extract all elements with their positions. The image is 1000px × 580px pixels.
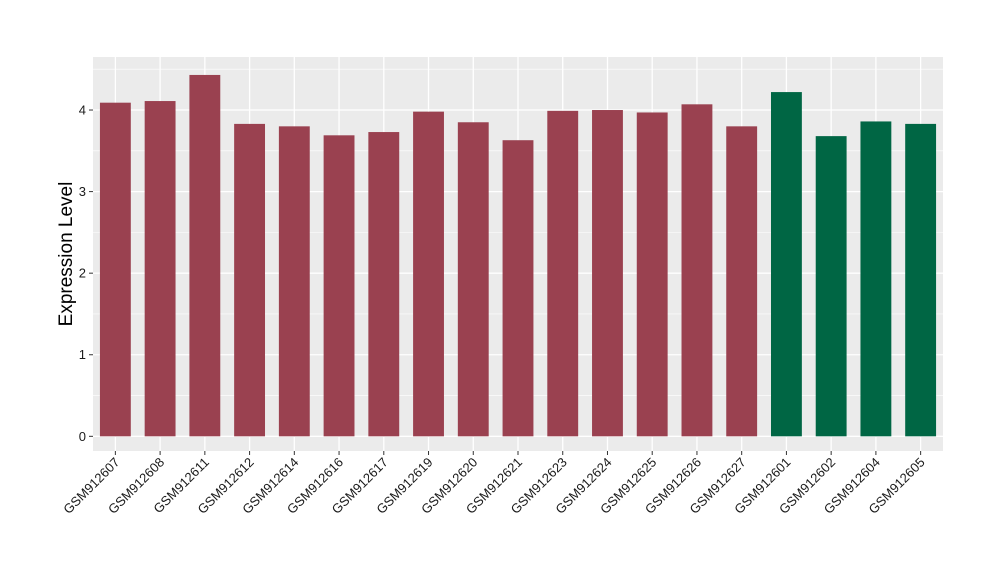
bar bbox=[905, 123, 937, 437]
bar bbox=[144, 101, 176, 437]
bar bbox=[502, 140, 534, 437]
y-tick-label: 4 bbox=[79, 103, 86, 118]
bar bbox=[323, 135, 355, 437]
bar bbox=[592, 110, 623, 437]
y-axis-ticks: 0 1 2 3 4 bbox=[79, 103, 93, 444]
bar bbox=[99, 102, 131, 437]
y-tick-label: 2 bbox=[79, 266, 86, 281]
y-tick-label: 3 bbox=[79, 184, 86, 199]
y-tick-label: 0 bbox=[79, 429, 86, 444]
bar bbox=[860, 121, 892, 437]
bar bbox=[457, 122, 489, 437]
y-tick-label: 1 bbox=[79, 347, 86, 362]
bar bbox=[413, 111, 444, 437]
bar bbox=[815, 136, 847, 437]
x-axis-ticks: GSM912607GSM912608GSM912611GSM912612GSM9… bbox=[60, 451, 928, 517]
bar bbox=[726, 126, 758, 437]
bar bbox=[547, 110, 579, 437]
bar bbox=[189, 74, 221, 437]
bars bbox=[99, 74, 937, 437]
bar bbox=[681, 104, 713, 437]
y-axis-title: Expression Level bbox=[56, 182, 77, 327]
bar bbox=[770, 92, 802, 437]
bar bbox=[368, 132, 400, 437]
bar bbox=[278, 126, 310, 437]
bar bbox=[636, 112, 668, 437]
bar bbox=[234, 123, 266, 437]
